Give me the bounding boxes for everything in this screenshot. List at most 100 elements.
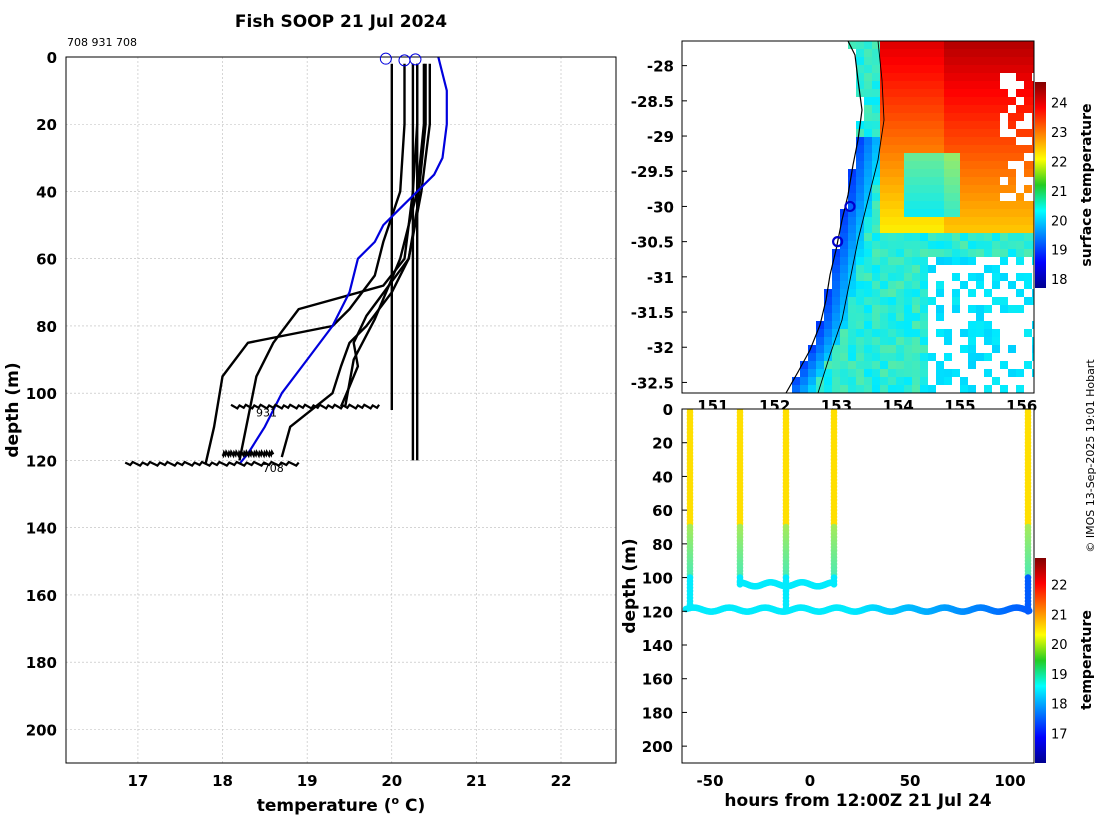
sst-cell: [992, 65, 1000, 73]
sst-cell: [1032, 233, 1034, 241]
sst-cell: [1008, 41, 1016, 49]
sst-cell: [1032, 65, 1034, 73]
sst-cell: [928, 105, 936, 113]
sst-cell: [920, 281, 928, 289]
sst-cell: [1032, 241, 1034, 249]
y-tick-label: 60: [36, 251, 57, 269]
sst-cell: [872, 345, 880, 353]
sst-cell: [992, 177, 1000, 185]
sst-cell: [920, 185, 928, 193]
sst-cell: [920, 137, 928, 145]
map-colorbar-ticks: 18 19 20 21 22 23 24: [1051, 97, 1068, 289]
sst-cell: [984, 201, 992, 209]
sst-cell: [904, 273, 912, 281]
sst-cell: [880, 345, 888, 353]
sst-cell: [960, 41, 968, 49]
sst-cell: [1016, 65, 1024, 73]
sst-cell: [912, 353, 920, 361]
sst-cell: [1032, 289, 1034, 297]
sst-cell: [1016, 225, 1024, 233]
sst-cell: [1000, 225, 1008, 233]
sst-cell: [976, 81, 984, 89]
sst-cell: [904, 209, 912, 217]
sst-cell: [984, 145, 992, 153]
sst-cell: [872, 377, 880, 385]
sst-cell: [848, 193, 856, 201]
section-sample: [830, 578, 837, 586]
sst-cell: [920, 241, 928, 249]
sst-cell: [824, 385, 832, 393]
sst-cell: [896, 145, 904, 153]
sst-cell: [928, 225, 936, 233]
sst-cell: [1008, 153, 1016, 161]
sst-cell: [848, 313, 856, 321]
sst-cell: [936, 305, 944, 313]
sst-cell: [976, 193, 984, 201]
sst-cell: [880, 265, 888, 273]
sst-cell: [872, 289, 880, 297]
sst-cell: [992, 41, 1000, 49]
sst-cell: [928, 353, 936, 361]
sst-cell: [808, 361, 816, 369]
sst-cell: [968, 217, 976, 225]
sst-cell: [1032, 217, 1034, 225]
sst-cell: [1024, 185, 1032, 193]
sst-cell: [824, 353, 832, 361]
sst-cell: [920, 113, 928, 121]
sst-cell: [960, 65, 968, 73]
sst-cell: [984, 57, 992, 65]
sst-cell: [832, 353, 840, 361]
section-y-tick-label: 100: [642, 570, 673, 588]
sst-cell: [984, 233, 992, 241]
sst-cell: [888, 89, 896, 97]
sst-cell: [904, 329, 912, 337]
sst-cell: [1016, 57, 1024, 65]
section-x-axis-label: hours from 12:00Z 21 Jul 24: [724, 791, 991, 811]
sst-cell: [896, 137, 904, 145]
sst-cell: [880, 49, 888, 57]
sst-cell: [848, 345, 856, 353]
sst-cell: [888, 257, 896, 265]
sst-cell: [896, 217, 904, 225]
sst-cell: [1032, 337, 1034, 345]
sst-cell: [912, 161, 920, 169]
sst-cell: [880, 185, 888, 193]
sst-cell: [888, 201, 896, 209]
sst-cell: [920, 273, 928, 281]
sst-cell: [912, 297, 920, 305]
sst-cell: [856, 169, 864, 177]
sst-cell: [976, 153, 984, 161]
sst-cell: [984, 105, 992, 113]
sst-cell: [896, 257, 904, 265]
sst-cell: [880, 313, 888, 321]
sst-cell: [896, 353, 904, 361]
sst-cell: [864, 281, 872, 289]
sst-cell: [1000, 201, 1008, 209]
sst-cell: [840, 313, 848, 321]
sst-cell: [824, 313, 832, 321]
section-colorbar-tick-label: 19: [1051, 668, 1068, 683]
sst-cell: [920, 193, 928, 201]
sst-cell: [808, 385, 816, 393]
sst-cell: [888, 241, 896, 249]
sst-cell: [976, 233, 984, 241]
sst-cell: [904, 265, 912, 273]
sst-cell: [960, 233, 968, 241]
sst-cell: [1000, 185, 1008, 193]
sst-cell: [1024, 145, 1032, 153]
sst-cell: [936, 369, 944, 377]
sst-cell: [880, 281, 888, 289]
sst-cell: [960, 385, 968, 393]
sst-cell: [816, 385, 824, 393]
sst-cell: [1016, 201, 1024, 209]
sst-cell: [904, 257, 912, 265]
sst-cell: [864, 257, 872, 265]
sst-cell: [840, 241, 848, 249]
sst-cell: [992, 153, 1000, 161]
sst-cell: [1008, 137, 1016, 145]
y-tick-label: 120: [26, 452, 57, 470]
sst-cell: [832, 321, 840, 329]
sst-cell: [920, 385, 928, 393]
sst-cell: [864, 65, 872, 73]
sst-cell: [840, 289, 848, 297]
